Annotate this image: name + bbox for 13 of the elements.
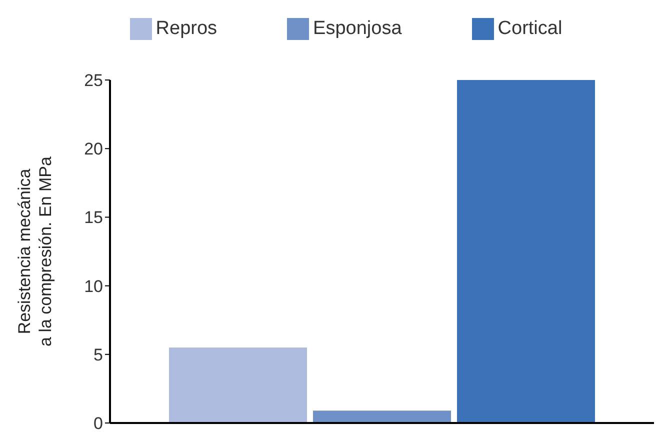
legend-label: Repros <box>156 18 218 40</box>
y-tick-label: 10 <box>84 276 103 296</box>
y-tick-label: 20 <box>84 140 103 159</box>
y-tick-label: 25 <box>84 71 103 90</box>
legend-label: Cortical <box>498 18 562 40</box>
bar <box>169 348 307 423</box>
y-tick-label: 15 <box>84 208 103 228</box>
y-tick-label: 5 <box>94 345 103 364</box>
y-axis-title: Resistencia mecánica a la compresión. En MPa <box>15 156 55 346</box>
bar <box>313 410 451 423</box>
legend-label: Esponjosa <box>313 18 402 40</box>
bar <box>457 80 595 423</box>
y-tick-label: 0 <box>94 414 103 434</box>
